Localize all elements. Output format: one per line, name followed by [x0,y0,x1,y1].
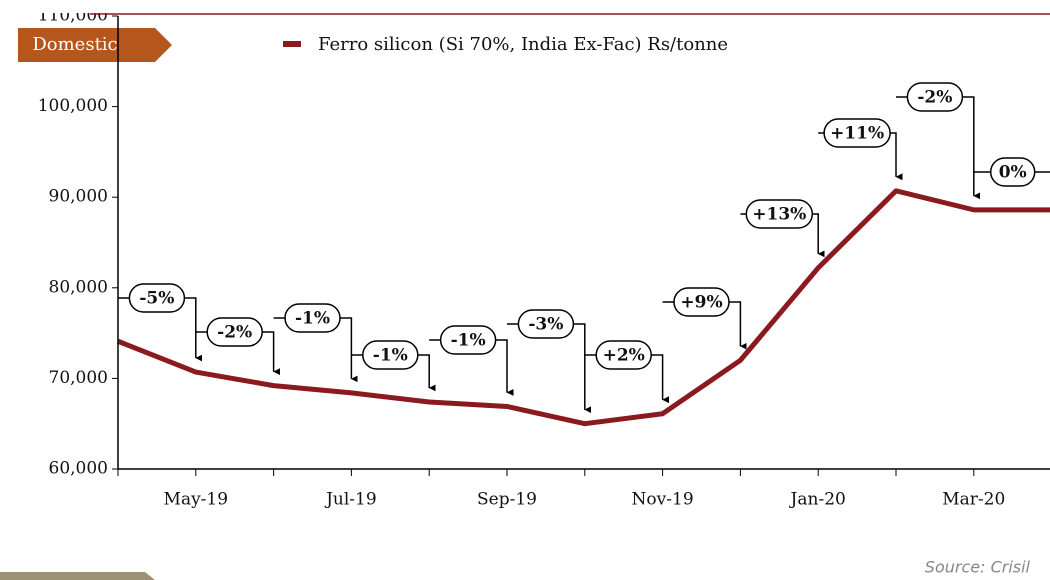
x-tick-label: Nov-19 [632,490,694,510]
change-label: +13% [752,205,806,225]
y-tick-label: 70,000 [49,368,108,388]
change-label: -3% [528,315,563,335]
change-pill [595,340,652,370]
source: Source: Crisil [925,558,1031,577]
y-tick-label: 100,000 [38,96,108,116]
change-label: +2% [603,346,645,366]
tag-text: Domestic [32,34,117,55]
tag-shape [18,28,172,62]
x-tick-label: Sep-19 [477,490,537,510]
y-tick-label: 80,000 [49,277,108,297]
change-pill [745,199,814,229]
change-pill [823,118,891,148]
y-tick-label: 60,000 [49,459,108,479]
tag-shape-bottom [0,572,155,580]
legend-swatch [283,41,301,47]
change-label: 0% [999,163,1027,183]
change-pill [517,309,575,339]
change-label: +9% [680,293,722,313]
change-pill [989,157,1036,187]
x-tick-label: Jan-20 [789,490,846,510]
change-label: -1% [373,346,408,366]
change-label: -1% [451,331,486,351]
change-label: -5% [139,289,174,309]
series-line [117,188,1050,427]
change-label: -2% [917,88,952,108]
top-mask [0,0,1050,13]
change-pill [284,303,341,333]
change-pill [439,325,497,355]
change-pill [128,283,186,313]
change-pill [673,287,730,317]
change-label: +11% [830,124,884,144]
x-tick-label: Jul-19 [324,490,377,510]
legend-label: Ferro silicon (Si 70%, India Ex-Fac) Rs/… [318,34,728,55]
change-label: -1% [295,309,330,329]
change-connector [896,96,974,196]
x-tick-label: May-19 [164,490,229,510]
y-tick-label: 90,000 [49,187,108,207]
change-pill [206,317,263,347]
change-label: -2% [217,323,252,343]
x-tick-label: Mar-20 [942,490,1005,510]
change-pill [362,340,419,370]
change-pill [906,82,964,112]
